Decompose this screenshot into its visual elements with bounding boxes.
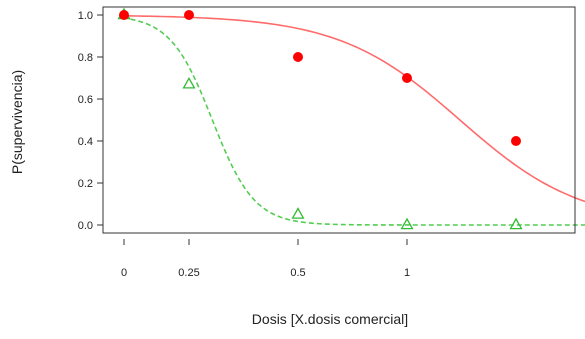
y-tick-label: 0.2 [78,178,93,190]
data-point-triangle [182,76,196,89]
fit-curve-1 [123,14,585,203]
x-tick-label: 0.5 [290,267,305,279]
fit-curve-2 [123,14,585,226]
data-point-circle [184,10,194,20]
x-tick-label: 0.25 [178,267,199,279]
data-point-triangle [291,207,305,219]
plot-area [117,7,585,230]
data-point-circle [402,73,412,83]
x-tick-label: 0 [121,267,127,279]
y-tick-label: 0.4 [78,136,93,148]
y-tick-label: 0.0 [78,220,93,232]
data-point-triangle [509,217,523,230]
x-tick-label: 1 [404,267,410,279]
y-tick-label: 0.6 [78,94,93,106]
y-axis-title: P(supervivencia) [9,70,25,174]
data-point-circle [293,52,303,62]
data-point-circle [119,10,129,20]
y-tick-label: 0.8 [78,52,93,64]
data-point-circle [511,136,521,146]
data-point-triangle [400,217,414,230]
y-tick-label: 1.0 [78,10,93,22]
x-axis-title: Dosis [X.dosis comercial] [252,311,408,327]
axes: 0.00.20.40.60.81.000.250.51410 [78,6,576,279]
